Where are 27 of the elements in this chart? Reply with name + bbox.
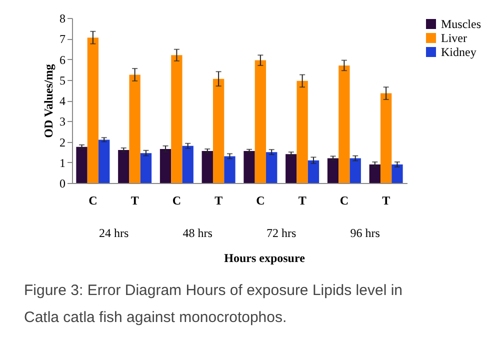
y-tick-label: 1	[60, 156, 66, 170]
y-tick-label: 8	[60, 12, 66, 26]
legend-label: Liver	[441, 31, 467, 45]
text: 24 hrs	[99, 226, 130, 240]
x-tick-label: C	[340, 194, 349, 208]
y-tick-label: 0	[60, 176, 66, 190]
legend-label: Kidney	[441, 45, 476, 59]
y-axis-title: OD Values/mg	[42, 64, 56, 138]
x-tick-label: T	[130, 194, 139, 208]
x-tick-label: C	[88, 194, 98, 208]
x-tick-label: C	[256, 194, 265, 208]
x-tick-label: T	[298, 194, 306, 208]
text: 96 hrs	[350, 226, 380, 240]
y-tick-label: 2	[60, 135, 66, 150]
legend-label: Muscles	[441, 17, 482, 31]
x-tick-label: C	[172, 194, 182, 208]
x-axis-title: Hours exposure	[224, 251, 306, 265]
y-tick-label: 4	[60, 94, 66, 108]
y-tick-label: 3	[60, 114, 66, 129]
text: 48 hrs	[182, 226, 213, 240]
x-tick-label: T	[382, 194, 390, 208]
text: 72 hrs	[266, 226, 297, 240]
y-tick-label: 7	[60, 32, 66, 46]
x-tick-label: T	[214, 194, 223, 208]
caption: Figure 3: Error Diagram Hours of exposure Lipids level in Catla catla fish against monocrotophos.	[24, 282, 402, 326]
y-tick-label: 5	[60, 73, 66, 88]
y-tick-label: 6	[60, 52, 66, 67]
